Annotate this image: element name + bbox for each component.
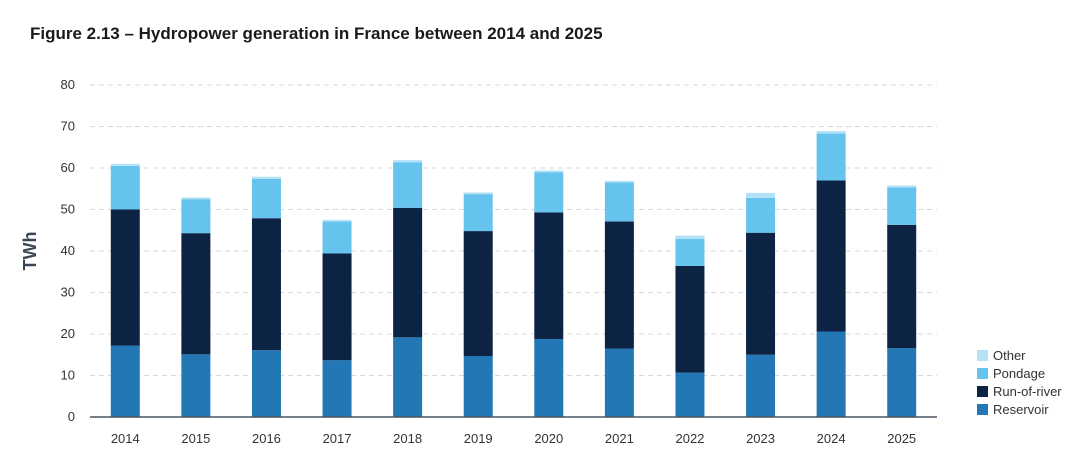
x-tick-label: 2020 — [534, 431, 563, 446]
x-tick-label: 2017 — [323, 431, 352, 446]
bar-reservoir-2015 — [181, 354, 211, 417]
bar-run-of-river-2018 — [393, 207, 423, 338]
bar-reservoir-2020 — [534, 338, 564, 417]
bar-reservoir-2022 — [675, 372, 705, 417]
y-tick-label: 30 — [61, 285, 75, 300]
legend-swatch-run-of-river — [977, 386, 988, 397]
bar-other-2025 — [887, 185, 917, 188]
bar-reservoir-2018 — [393, 337, 423, 417]
legend-swatch-other — [977, 350, 988, 361]
bar-run-of-river-2025 — [887, 224, 917, 349]
bar-other-2018 — [393, 160, 423, 163]
bar-reservoir-2021 — [604, 348, 634, 417]
y-tick-label: 80 — [61, 77, 75, 92]
bar-other-2023 — [746, 192, 776, 198]
x-tick-label: 2024 — [817, 431, 846, 446]
bar-pondage-2024 — [816, 133, 846, 181]
bar-pondage-2016 — [251, 178, 281, 219]
bar-reservoir-2023 — [746, 354, 776, 417]
bar-run-of-river-2017 — [322, 253, 352, 361]
x-tick-label: 2019 — [464, 431, 493, 446]
legend-label-reservoir: Reservoir — [993, 402, 1049, 417]
bar-pondage-2018 — [393, 162, 423, 208]
bar-reservoir-2025 — [887, 348, 917, 417]
bar-other-2020 — [534, 170, 564, 173]
bar-reservoir-2017 — [322, 360, 352, 417]
bar-pondage-2017 — [322, 221, 352, 254]
x-tick-label: 2025 — [887, 431, 916, 446]
legend-swatch-reservoir — [977, 404, 988, 415]
bar-other-2015 — [181, 197, 211, 200]
legend-swatch-pondage — [977, 368, 988, 379]
bar-other-2024 — [816, 131, 846, 134]
legend-label-other: Other — [993, 348, 1026, 363]
y-tick-label: 70 — [61, 119, 75, 134]
bar-reservoir-2019 — [463, 355, 493, 417]
legend-label-pondage: Pondage — [993, 366, 1045, 381]
bar-run-of-river-2015 — [181, 233, 211, 355]
bar-run-of-river-2019 — [463, 231, 493, 356]
bar-pondage-2014 — [110, 165, 140, 210]
bar-other-2022 — [675, 235, 705, 239]
x-tick-label: 2016 — [252, 431, 281, 446]
bar-pondage-2023 — [746, 197, 776, 233]
y-axis-label: TWh — [20, 232, 40, 271]
bar-other-2016 — [251, 176, 281, 179]
x-tick-label: 2014 — [111, 431, 140, 446]
y-tick-label: 50 — [61, 202, 75, 217]
bar-reservoir-2016 — [251, 350, 281, 417]
bar-other-2017 — [322, 219, 352, 222]
x-tick-label: 2021 — [605, 431, 634, 446]
bar-run-of-river-2023 — [746, 232, 776, 355]
y-tick-label: 40 — [61, 243, 75, 258]
y-tick-label: 60 — [61, 160, 75, 175]
x-tick-label: 2015 — [181, 431, 210, 446]
bar-reservoir-2014 — [110, 345, 140, 417]
bar-run-of-river-2021 — [604, 221, 634, 349]
bar-reservoir-2024 — [816, 331, 846, 417]
bar-run-of-river-2024 — [816, 180, 846, 332]
bar-pondage-2021 — [604, 182, 634, 222]
y-tick-label: 10 — [61, 368, 75, 383]
bar-other-2014 — [110, 163, 140, 166]
bar-pondage-2019 — [463, 194, 493, 232]
bar-pondage-2015 — [181, 199, 211, 234]
bar-run-of-river-2014 — [110, 209, 140, 346]
y-tick-label: 0 — [68, 409, 75, 424]
x-tick-label: 2018 — [393, 431, 422, 446]
bar-pondage-2020 — [534, 172, 564, 213]
y-tick-label: 20 — [61, 326, 75, 341]
legend-label-run-of-river: Run-of-river — [993, 384, 1062, 399]
bar-run-of-river-2016 — [251, 218, 281, 351]
chart-title: Figure 2.13 – Hydropower generation in F… — [30, 24, 603, 43]
bar-pondage-2025 — [887, 187, 917, 225]
bar-run-of-river-2020 — [534, 212, 564, 339]
bar-other-2021 — [604, 180, 634, 183]
x-tick-label: 2022 — [675, 431, 704, 446]
bar-other-2019 — [463, 192, 493, 195]
x-tick-label: 2023 — [746, 431, 775, 446]
bar-pondage-2022 — [675, 238, 705, 266]
bar-run-of-river-2022 — [675, 265, 705, 373]
